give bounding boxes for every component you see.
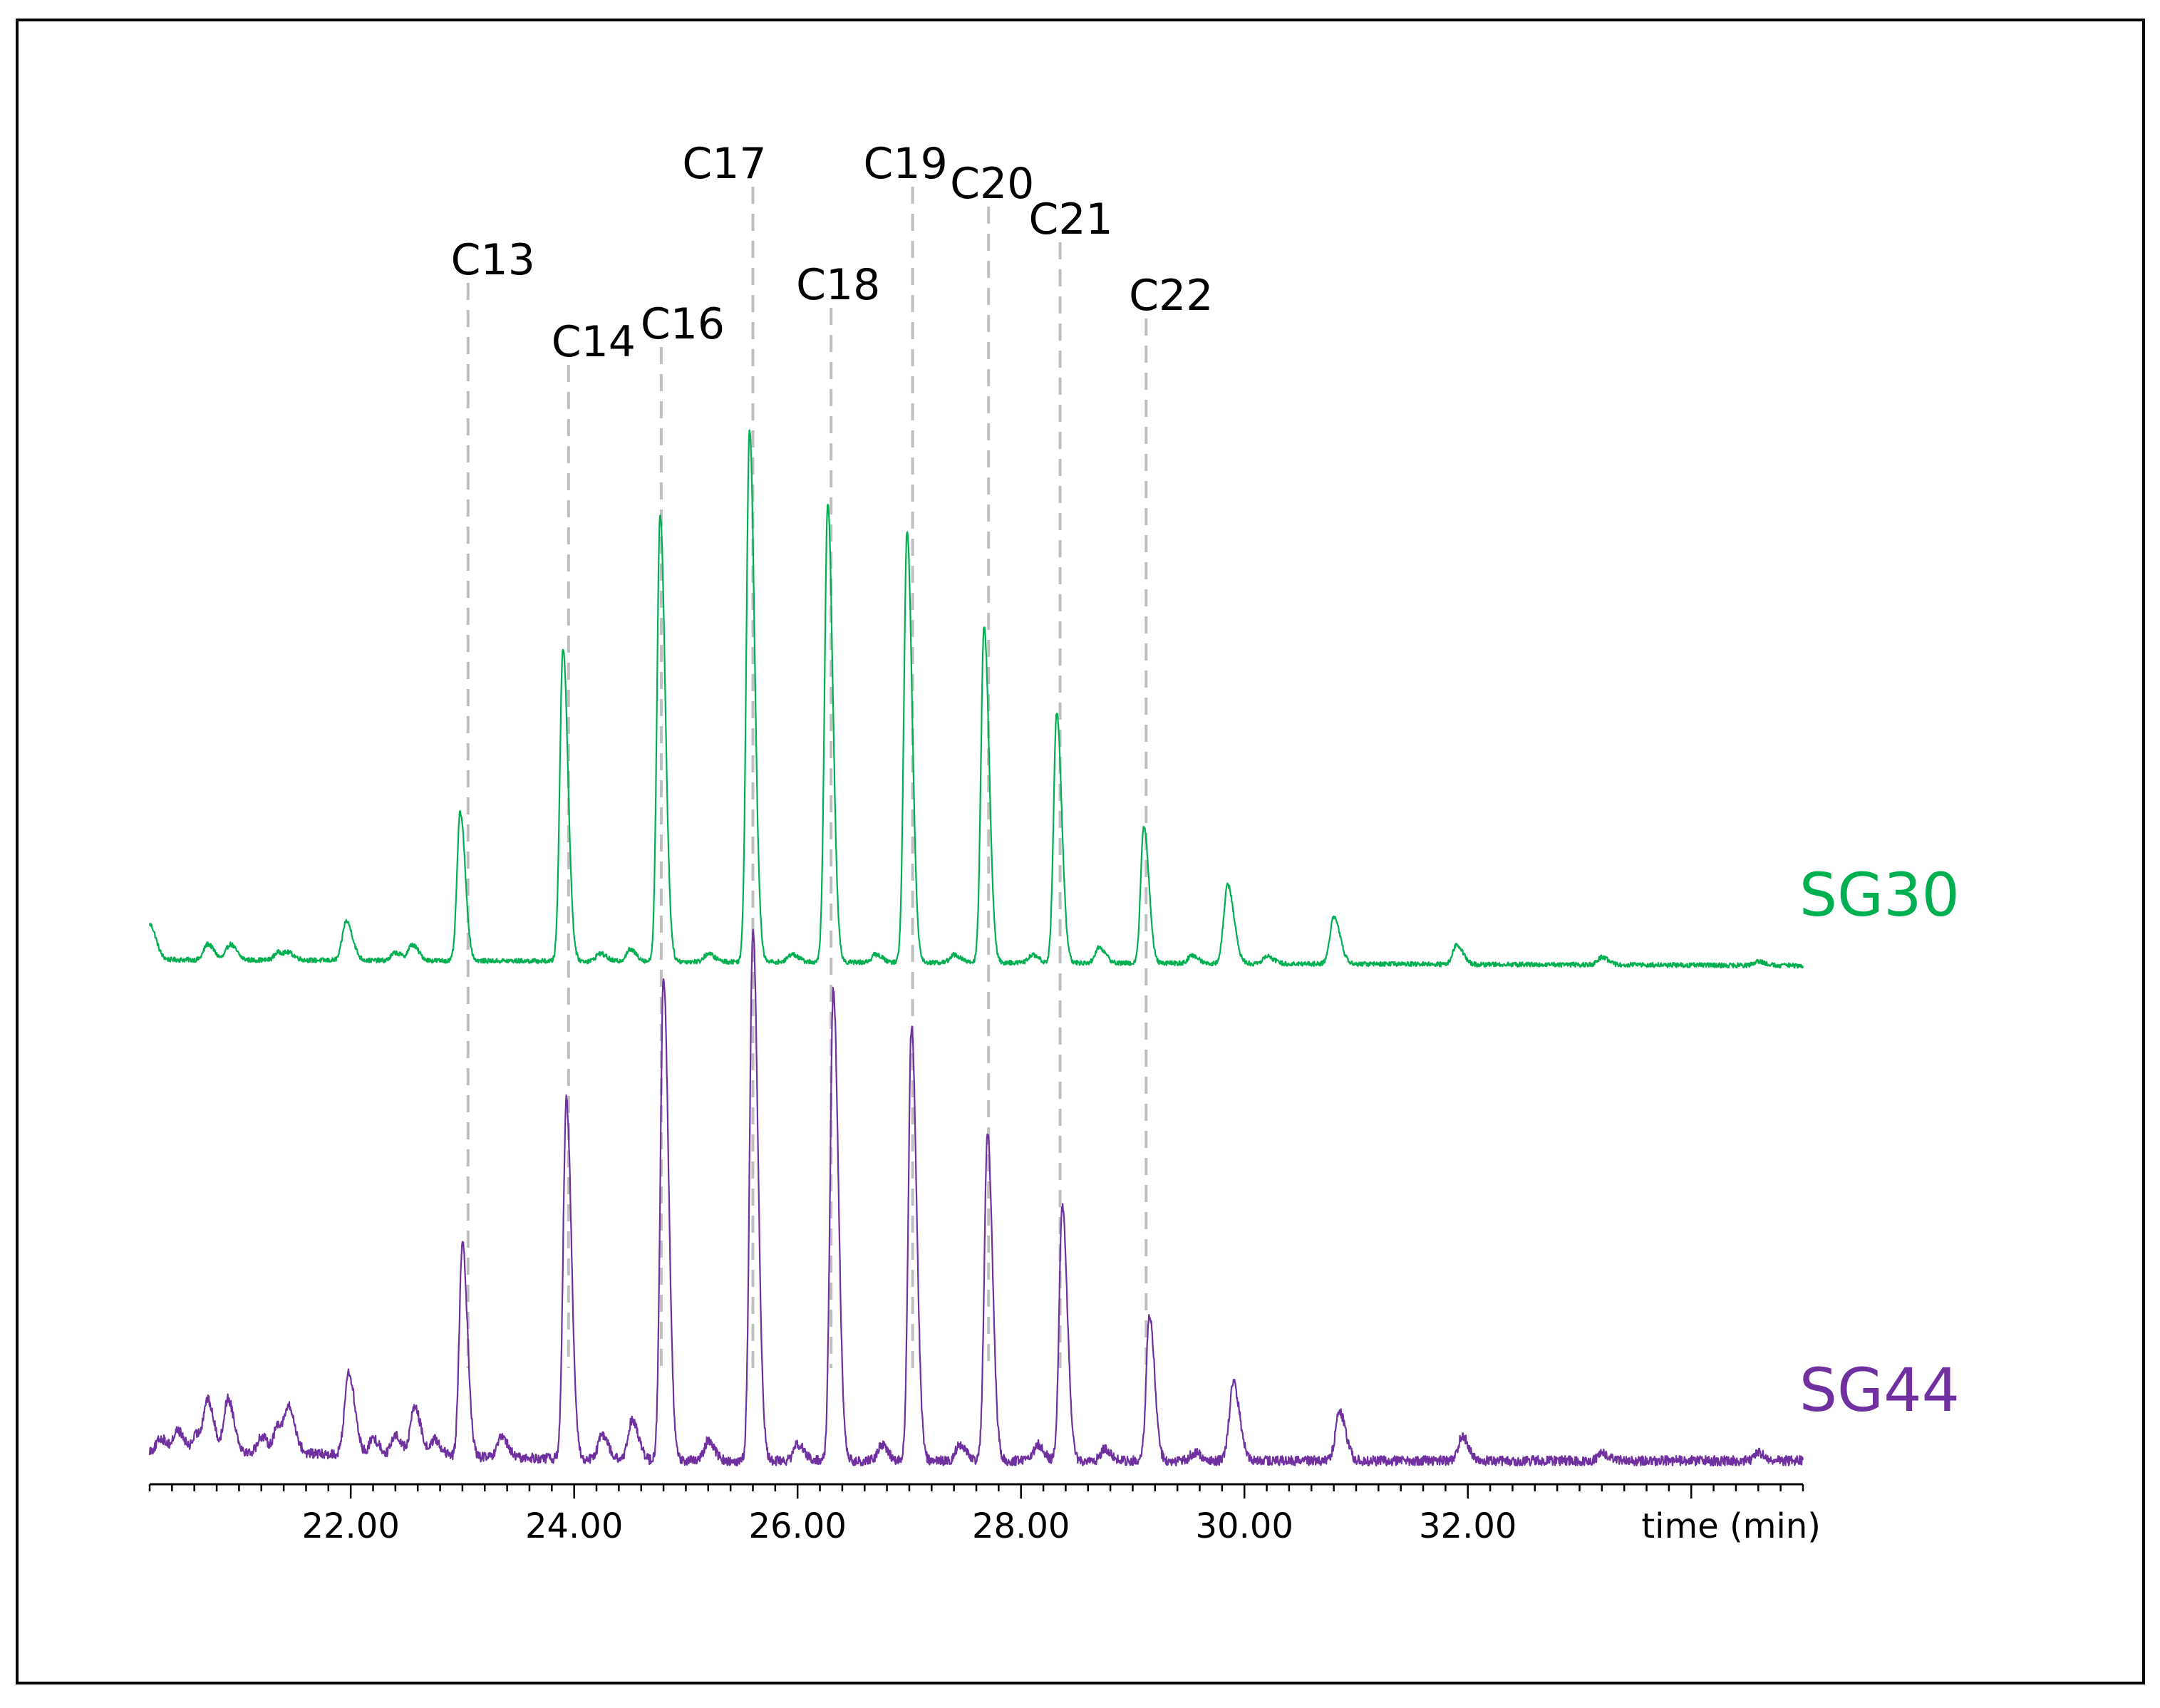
traces [148, 429, 1804, 1466]
annotation-label-c21: C21 [1028, 195, 1112, 244]
series-label-sg30: SG30 [1799, 860, 1960, 930]
x-tick-label: 32.00 [1419, 1506, 1516, 1546]
annotation-label-c19: C19 [864, 139, 948, 189]
series-label-sg44: SG44 [1799, 1355, 1960, 1425]
trace-sg44 [148, 928, 1804, 1466]
annotation-label-c18: C18 [796, 260, 880, 310]
x-tick-label: 26.00 [748, 1506, 846, 1546]
series-labels: SG30 SG44 [1799, 860, 1960, 1425]
x-axis: 22.00 24.00 26.00 28.00 30.00 32.00 time (min) [148, 1483, 1821, 1546]
x-tick-label: 30.00 [1196, 1506, 1293, 1546]
annotation-label-c22: C22 [1129, 271, 1213, 321]
trace-sg30 [148, 429, 1804, 969]
annotation-label-c17: C17 [682, 139, 766, 189]
x-tick-label: 24.00 [525, 1506, 623, 1546]
figure-frame [16, 19, 2145, 1684]
x-tick-label: 28.00 [972, 1506, 1070, 1546]
annotation-label-c20: C20 [950, 159, 1034, 209]
x-axis-label: time (min) [1641, 1506, 1821, 1546]
annotation-label-c16: C16 [641, 299, 725, 349]
annotation-label-c14: C14 [552, 317, 636, 367]
x-tick-label: 22.00 [301, 1506, 399, 1546]
annotation-label-c13: C13 [451, 235, 535, 285]
